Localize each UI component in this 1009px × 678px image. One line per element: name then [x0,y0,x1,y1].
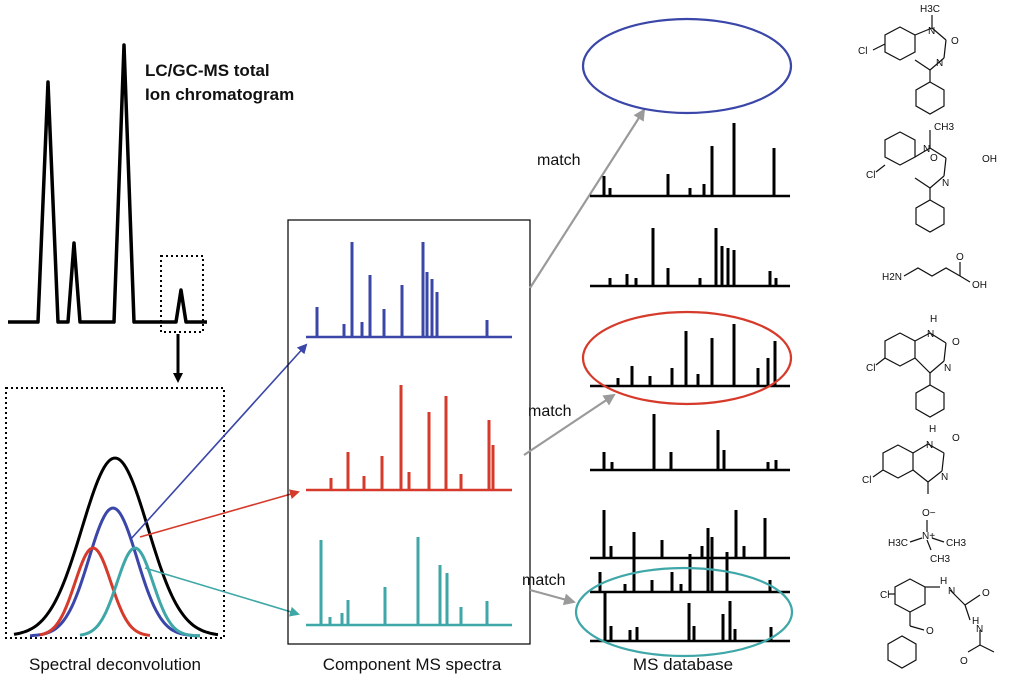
tic-title-line2: Ion chromatogram [145,85,294,104]
deconvolution-label: Spectral deconvolution [29,655,201,674]
nordazepam-o: O [952,337,960,348]
diazepam-h3c: H3C [920,4,940,15]
component-spectra [306,242,512,627]
structure-diazepam [872,15,947,115]
match-ellipse-teal [574,566,794,658]
match-label-2: match [528,403,572,420]
tetrahydro-o: O [952,433,960,444]
tmao-n-plus: N+ [922,531,935,542]
component-curve-blue [29,506,200,638]
temazepam-n2: N [942,178,949,189]
total-ion-chromatogram [8,43,207,324]
diazepam-n2: N [936,58,943,69]
tmao-ch3-right: CH3 [946,538,966,549]
diazepam-n1: N [928,26,935,37]
tmao-h3c: H3C [888,538,908,549]
arrow-red [139,489,300,538]
benzophenone-o1: O [982,588,990,599]
nordazepam-h: H [930,314,937,325]
temazepam-oh: OH [982,154,997,165]
gaba-oh: OH [972,280,987,291]
tic-title-line1: LC/GC-MS total [145,61,270,80]
gaba-h2n: H2N [882,272,902,283]
deconvolution-curves [13,456,219,638]
match-arrow-1 [529,108,646,289]
deconvolution-panel [5,387,225,639]
component-panel [287,219,531,645]
tetrahydro-n1: N [926,440,933,451]
total-envelope-curve [13,456,219,637]
diazepam-cl: Cl [858,46,867,57]
tetrahydro-h: H [929,424,936,435]
nordazepam-n2: N [944,363,951,374]
tetrahydro-cl: Cl [862,475,871,486]
benzophenone-h2: H [972,616,979,627]
tmao-o-minus: O− [922,508,936,519]
component-label: Component MS spectra [323,655,502,674]
temazepam-n1: N [923,144,930,155]
temazepam-ch3: CH3 [934,122,954,133]
gaba-o: O [956,252,964,263]
arrow-blue [129,343,308,541]
match-ellipse-blue [581,17,793,115]
structure-gaba [903,262,971,283]
nordazepam-n1: N [927,329,934,340]
structure-benzophenone [887,578,995,669]
peak-selection-box [160,255,204,333]
component-curve-red [39,546,151,637]
benzophenone-h1: H [940,576,947,587]
temazepam-o: O [930,153,938,164]
component-curve-teal [79,546,201,638]
benzophenone-o3: O [960,656,968,667]
database-spectra [590,123,790,643]
benzophenone-n1: N [948,586,955,597]
benzophenone-cl: Cl [880,590,889,601]
match-ellipse-red [581,310,793,406]
arrow-teal [144,567,300,617]
nordazepam-cl: Cl [866,363,875,374]
match-arrow-3 [529,588,576,606]
tmao-ch3-bottom: CH3 [930,554,950,565]
structure-tmao [909,520,945,551]
database-label: MS database [633,655,733,674]
structure-tetrahydro [872,443,945,494]
diazepam-o: O [951,36,959,47]
benzophenone-o2: O [926,626,934,637]
temazepam-cl: Cl [866,170,875,181]
tetrahydro-n2: N [941,472,948,483]
match-label-1: match [537,152,581,169]
match-arrow-2 [523,393,616,456]
benzophenone-n2: N [976,624,983,635]
structure-temazepam [875,130,947,233]
match-label-3: match [522,572,566,589]
structure-nordazepam [875,332,947,418]
